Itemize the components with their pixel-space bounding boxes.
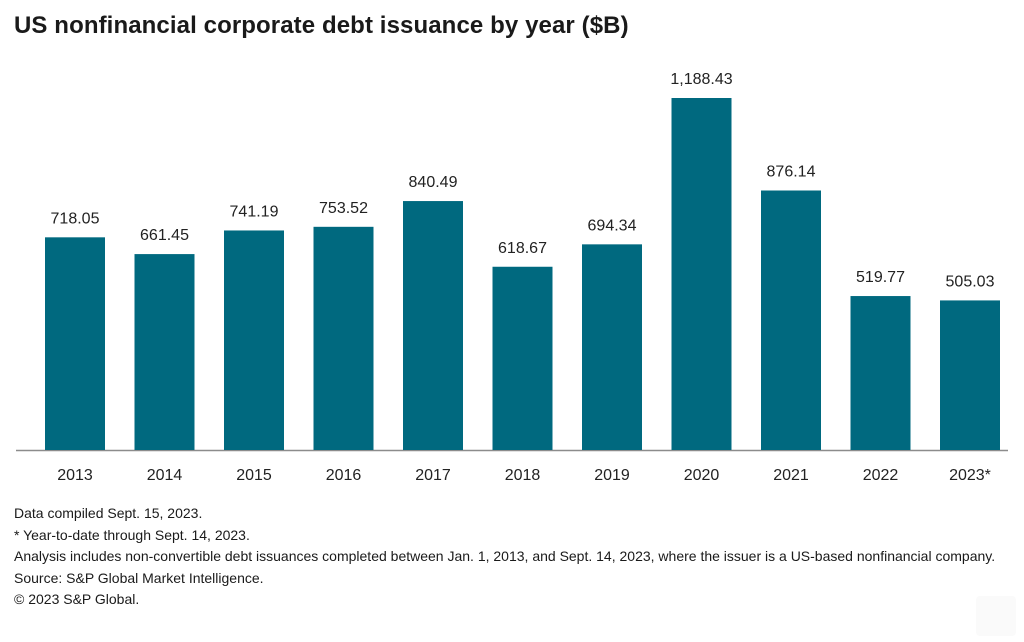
x-tick-label-2020: 2020 xyxy=(684,467,720,484)
x-tick-label-2017: 2017 xyxy=(415,467,451,484)
bar-2018 xyxy=(492,266,553,450)
value-label-2020: 1,188.43 xyxy=(670,71,732,88)
value-label-2022: 519.77 xyxy=(856,269,905,286)
corner-overlay-button[interactable] xyxy=(976,596,1016,636)
x-tick-label-2015: 2015 xyxy=(236,467,272,484)
x-tick-label-2013: 2013 xyxy=(57,467,93,484)
x-tick-label-2023*: 2023* xyxy=(949,467,991,484)
bar-2020 xyxy=(671,98,732,450)
x-tick-label-2016: 2016 xyxy=(326,467,362,484)
x-tick-label-2019: 2019 xyxy=(594,467,630,484)
value-label-2021: 876.14 xyxy=(767,163,816,180)
value-label-2016: 753.52 xyxy=(319,200,368,217)
bar-2016 xyxy=(313,226,374,450)
x-tick-label-2014: 2014 xyxy=(147,467,183,484)
x-tick-label-2018: 2018 xyxy=(505,467,541,484)
bar-2015 xyxy=(224,230,284,450)
bar-2023* xyxy=(940,300,1000,450)
x-tick-label-2022: 2022 xyxy=(863,467,899,484)
note-source: Source: S&P Global Market Intelligence. xyxy=(14,569,264,586)
chart-title: US nonfinancial corporate debt issuance … xyxy=(14,12,629,39)
chart-notes: Data compiled Sept. 15, 2023. * Year-to-… xyxy=(14,504,1004,612)
bar-2013 xyxy=(45,237,105,450)
value-label-2014: 661.45 xyxy=(140,227,189,244)
x-tick-label-2021: 2021 xyxy=(773,467,809,484)
bar-2021 xyxy=(761,190,821,450)
note-copyright: © 2023 S&P Global. xyxy=(14,591,140,607)
value-label-2015: 741.19 xyxy=(230,203,279,220)
value-label-2023*: 505.03 xyxy=(946,273,995,290)
bar-2022 xyxy=(850,296,911,450)
note-analysis: Analysis includes non-convertible debt i… xyxy=(14,548,996,564)
bar-2017 xyxy=(403,201,463,450)
value-label-2017: 840.49 xyxy=(409,174,458,191)
note-compiled: Data compiled Sept. 15, 2023. xyxy=(14,505,203,521)
bar-chart: 718.05 2013 661.45 2014 741.19 2015 753.52 2016… xyxy=(16,71,1008,484)
note-ytd: * Year-to-date through Sept. 14, 2023. xyxy=(14,526,250,543)
value-label-2013: 718.05 xyxy=(51,210,100,227)
value-label-2019: 694.34 xyxy=(588,217,637,234)
bar-2014 xyxy=(134,254,195,450)
bar-2019 xyxy=(582,244,642,450)
value-label-2018: 618.67 xyxy=(498,240,547,257)
